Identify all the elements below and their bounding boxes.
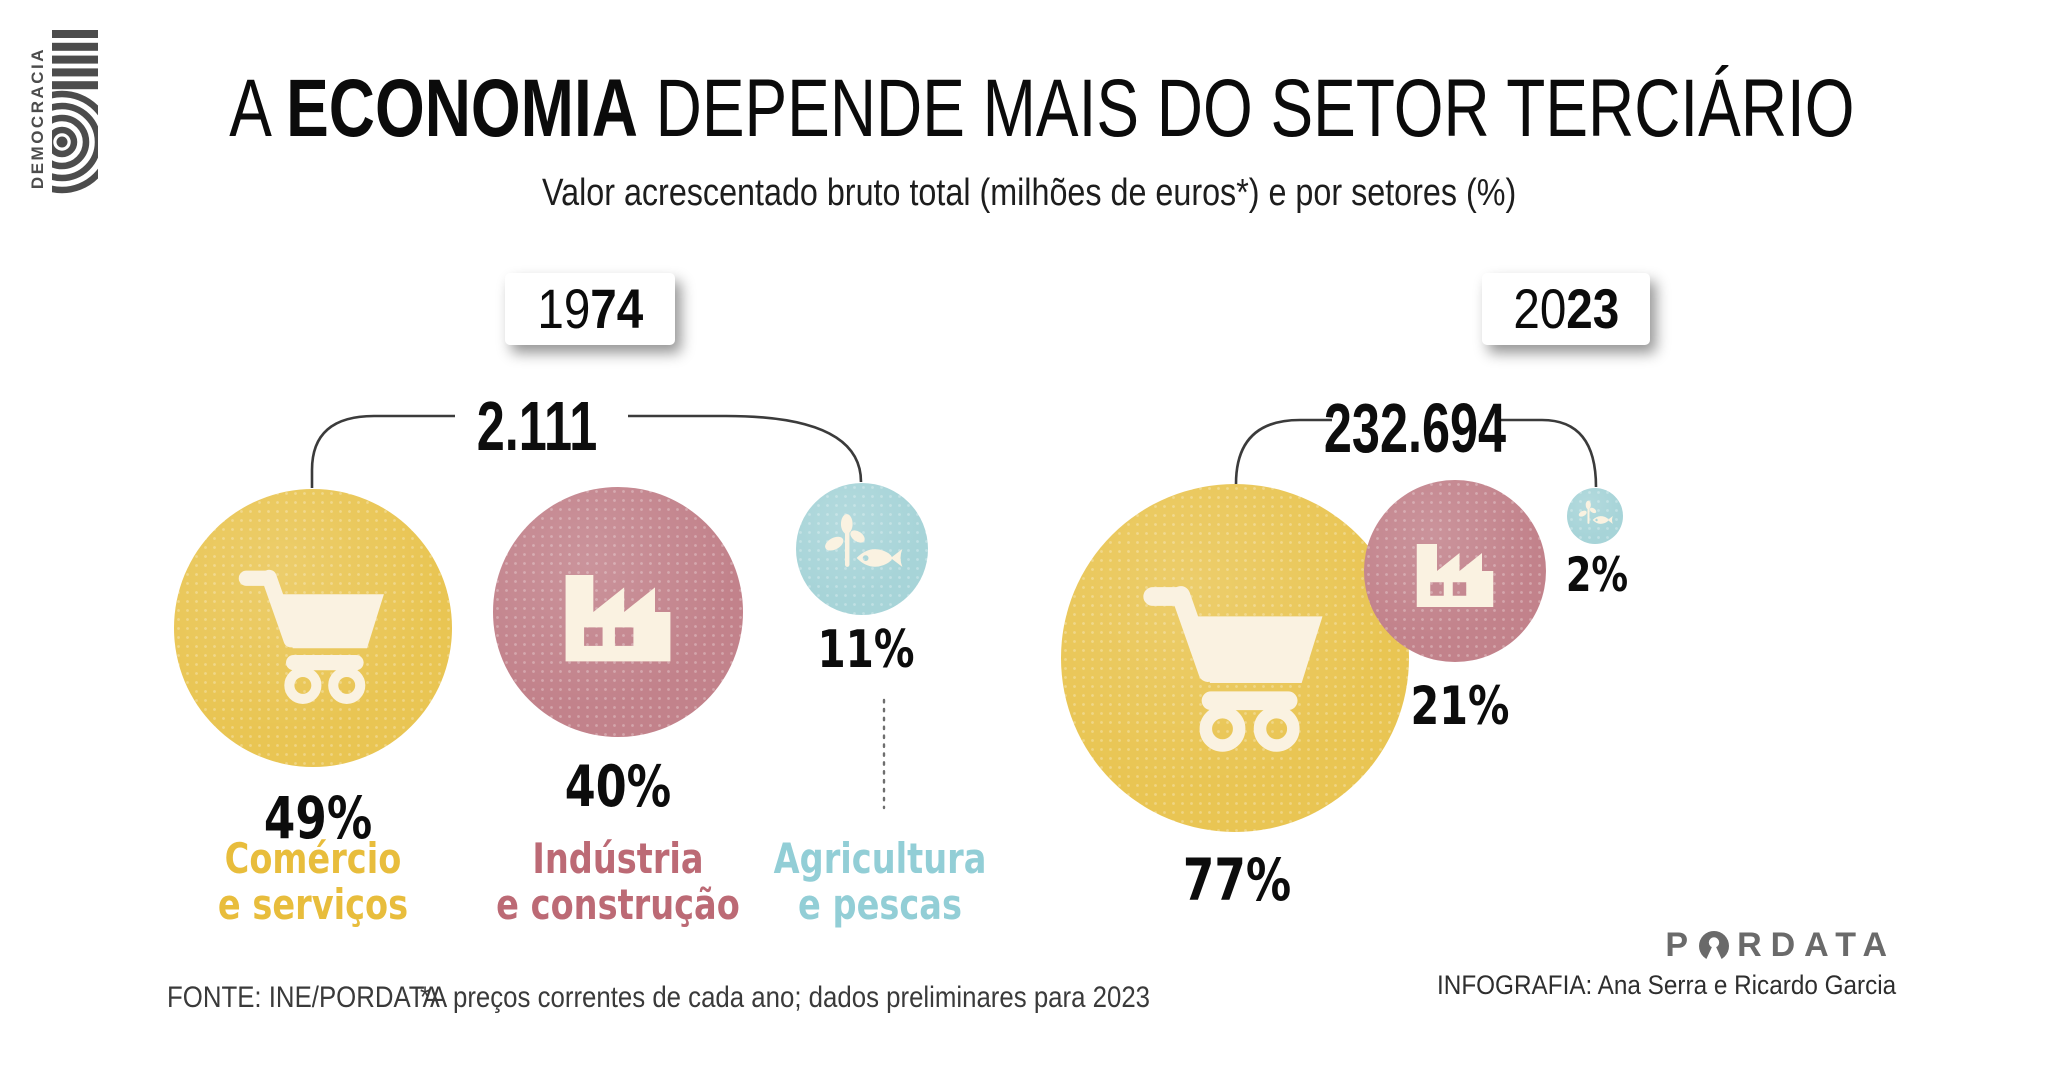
circle-commerce-2023	[1061, 484, 1409, 832]
connector-1974-right	[628, 414, 863, 483]
page-subtitle: Valor acrescentado bruto total (milhões …	[542, 172, 1517, 214]
connector-2023-left	[1234, 418, 1332, 485]
plant-fish-icon	[825, 514, 903, 567]
factory-icon	[565, 575, 671, 662]
circle-agriculture-2023	[1567, 488, 1623, 544]
circle-agriculture-1974	[796, 483, 928, 615]
democracia-50-icon	[52, 30, 98, 194]
year-badge-1974: 1974	[505, 273, 675, 345]
shopping-cart-icon	[1143, 586, 1323, 752]
pordata-logo-p: P	[1665, 926, 1698, 964]
shopping-cart-icon	[238, 569, 384, 704]
year-badge-2023: 2023	[1482, 273, 1650, 345]
connector-2023-right	[1500, 418, 1598, 488]
pordata-logo-rest: RDATA	[1737, 926, 1896, 964]
connector-1974-left	[310, 414, 455, 488]
page-title: A ECONOMIA DEPENDE MAIS DO SETOR TERCIÁR…	[229, 63, 1855, 154]
pordata-logo: P RDATA	[1665, 926, 1896, 965]
footnote-text: *A preços correntes de cada ano; dados p…	[420, 981, 1151, 1014]
factory-icon	[1416, 544, 1494, 607]
infografia-credit: INFOGRAFIA: Ana Serra e Ricardo Garcia	[1436, 970, 1896, 1000]
circle-commerce-1974	[174, 489, 452, 767]
circle-industry-2023	[1364, 480, 1546, 662]
circle-industry-1974	[493, 487, 743, 737]
source-text: FONTE: INE/PORDATA	[167, 981, 440, 1014]
plant-fish-icon	[1578, 500, 1613, 524]
pordata-o-icon	[1699, 930, 1730, 962]
